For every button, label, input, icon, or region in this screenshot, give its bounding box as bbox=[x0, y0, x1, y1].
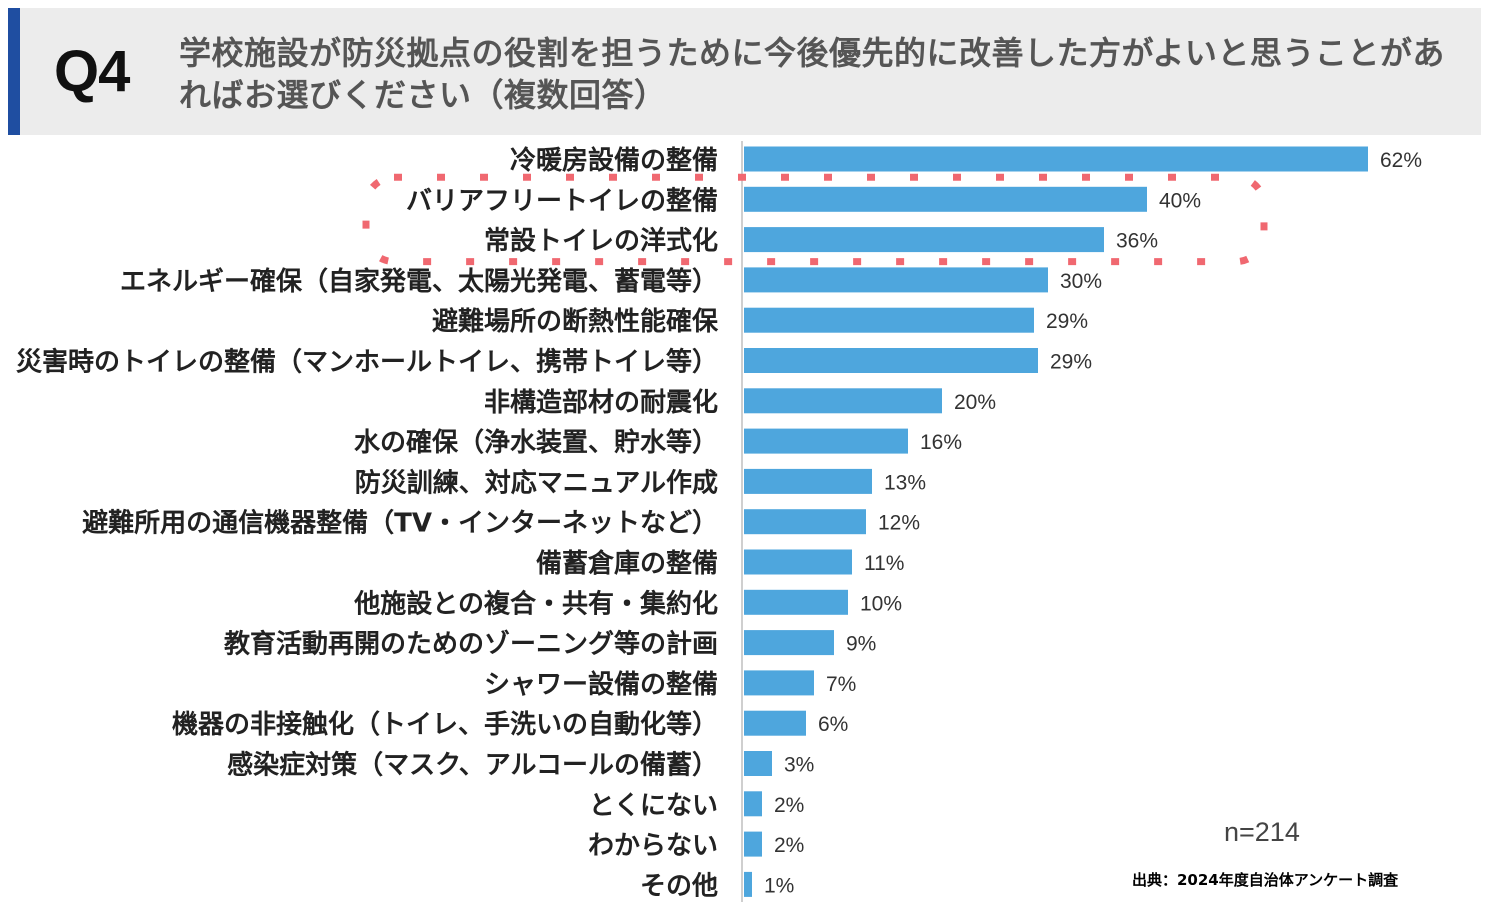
value-label: 13% bbox=[884, 471, 926, 494]
value-label: 9% bbox=[846, 633, 876, 656]
highlight-dashed-outline bbox=[362, 173, 1268, 266]
bar bbox=[744, 186, 1147, 212]
question-number: Q4 bbox=[54, 39, 130, 104]
bar bbox=[744, 267, 1048, 293]
bar bbox=[744, 549, 852, 575]
category-label: エネルギー確保（自家発電、太陽光発電、蓄電等） bbox=[120, 266, 718, 297]
bar bbox=[744, 751, 772, 776]
category-label: 防災訓練、対応マニュアル作成 bbox=[355, 467, 718, 498]
value-label: 10% bbox=[860, 592, 902, 615]
value-label: 29% bbox=[1046, 310, 1088, 333]
category-label: 冷暖房設備の整備 bbox=[510, 145, 718, 176]
bar bbox=[744, 831, 762, 857]
category-label: 避難場所の断熱性能確保 bbox=[432, 306, 719, 337]
category-label: 他施設との複合・共有・集約化 bbox=[353, 588, 718, 619]
value-label: 40% bbox=[1159, 189, 1201, 212]
value-label: 2% bbox=[774, 794, 804, 817]
bar bbox=[744, 227, 1104, 253]
bar bbox=[744, 871, 752, 897]
category-label: 災害時のトイレの整備（マンホールトイレ、携帯トイレ等） bbox=[16, 347, 718, 378]
value-label: 2% bbox=[774, 834, 804, 857]
category-label: 非構造部材の耐震化 bbox=[484, 388, 718, 418]
value-label: 3% bbox=[784, 754, 814, 777]
value-label: 36% bbox=[1116, 230, 1158, 253]
category-label: 感染症対策（マスク、アルコールの備蓄） bbox=[227, 750, 718, 781]
bar bbox=[744, 428, 908, 454]
bar bbox=[744, 710, 806, 736]
category-label: その他 bbox=[640, 871, 718, 901]
bar bbox=[744, 589, 848, 615]
category-label: 常設トイレの洋式化 bbox=[484, 226, 718, 257]
value-label: 30% bbox=[1060, 270, 1102, 293]
bar bbox=[744, 348, 1038, 373]
value-label: 1% bbox=[764, 874, 794, 897]
value-label: 62% bbox=[1380, 149, 1422, 172]
value-label: 11% bbox=[864, 552, 904, 575]
header-accent-bar bbox=[8, 8, 20, 135]
category-label: シャワー設備の整備 bbox=[484, 669, 718, 700]
value-label: 7% bbox=[826, 673, 856, 696]
bar bbox=[744, 468, 872, 494]
bar bbox=[744, 388, 942, 414]
bar bbox=[744, 509, 866, 535]
category-label: 避難所用の通信機器整備（TV・インターネットなど） bbox=[82, 508, 718, 539]
bar bbox=[744, 670, 814, 696]
category-label: 機器の非接触化（トイレ、手洗いの自動化等） bbox=[172, 709, 718, 740]
category-label: とくにない bbox=[589, 791, 718, 821]
category-label: バリアフリートイレの整備 bbox=[406, 185, 718, 216]
value-label: 12% bbox=[878, 512, 920, 535]
value-label: 6% bbox=[818, 713, 848, 736]
sample-size: n=214 bbox=[1224, 817, 1300, 847]
bar bbox=[744, 791, 762, 817]
category-label: わからない bbox=[588, 831, 718, 861]
source-note: 出典：2024年度自治体アンケート調査 bbox=[1132, 871, 1399, 889]
value-label: 20% bbox=[954, 391, 996, 414]
value-label: 16% bbox=[920, 431, 962, 454]
category-label: 備蓄倉庫の整備 bbox=[536, 548, 718, 579]
bar bbox=[744, 307, 1034, 333]
question-header: Q4 学校施設が防災拠点の役割を担うために今後優先的に改善した方がよいと思うこと… bbox=[8, 8, 1481, 135]
question-text: 学校施設が防災拠点の役割を担うために今後優先的に改善した方がよいと思うことがあれ… bbox=[179, 34, 1445, 114]
category-label: 水の確保（浄水装置、貯水等） bbox=[354, 427, 718, 458]
value-label: 29% bbox=[1050, 351, 1092, 374]
bar bbox=[744, 146, 1368, 172]
bar bbox=[744, 630, 834, 656]
category-label: 教育活動再開のためのゾーニング等の計画 bbox=[224, 629, 718, 660]
